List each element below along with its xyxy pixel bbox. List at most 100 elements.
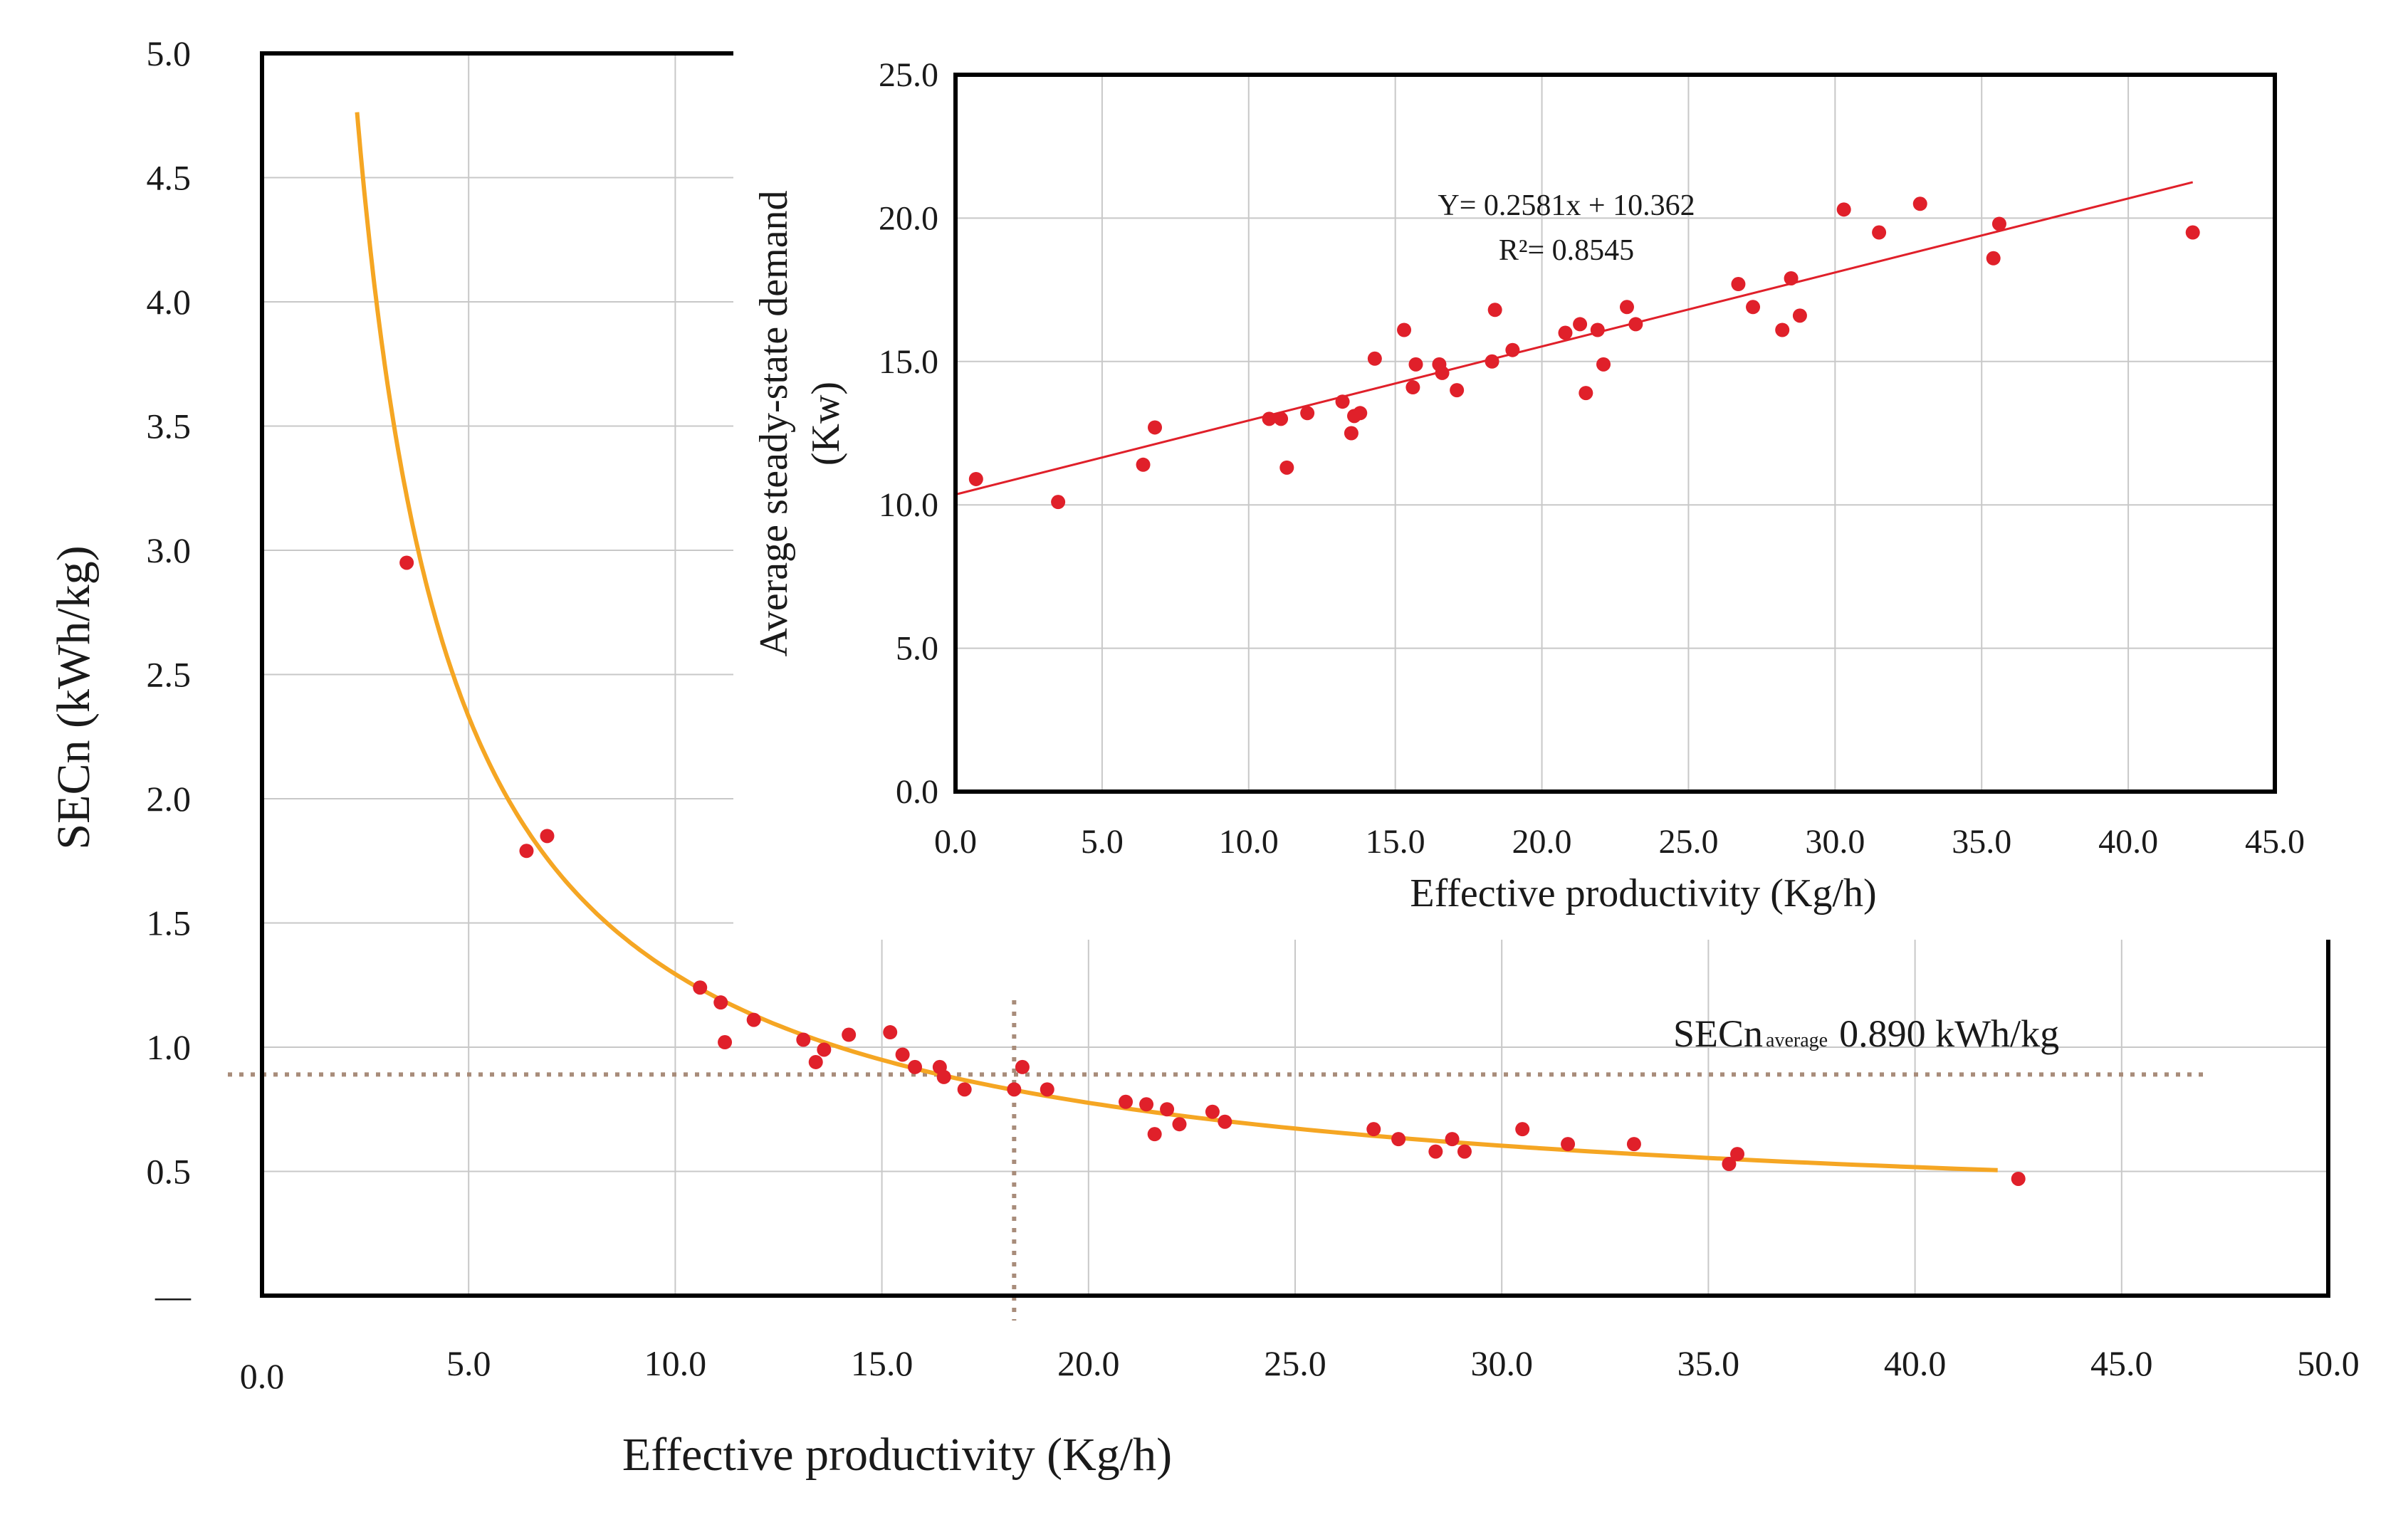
inset-y-tick-label: 5.0	[896, 630, 938, 668]
inset-data-point	[1279, 460, 1294, 475]
main-data-point	[895, 1047, 910, 1062]
inset-data-point	[1505, 342, 1520, 357]
inset-data-point	[1912, 196, 1927, 211]
inset-data-point	[1487, 303, 1502, 318]
inset-data-point	[1746, 300, 1761, 315]
main-data-point	[957, 1082, 972, 1097]
main-data-point	[1015, 1059, 1030, 1074]
inset-y-tick-label: 10.0	[879, 486, 938, 524]
main-data-point	[908, 1059, 923, 1074]
average-label-value: 0.890 kWh/kg	[1839, 1012, 2059, 1055]
main-data-point	[713, 995, 728, 1010]
inset-data-point	[1836, 202, 1851, 217]
inset-data-point	[1051, 495, 1066, 510]
main-data-point	[808, 1054, 823, 1069]
main-x-tick-label: 20.0	[1057, 1343, 1120, 1383]
main-data-point	[1205, 1104, 1220, 1119]
inset-x-ticks: 0.0 5.0 10.0 15.0 20.0 25.0 30.0 35.0 40.0 45.0	[934, 823, 2305, 861]
main-y-axis-title: SECn (kWh/kg)	[48, 545, 100, 849]
main-data-point	[1457, 1144, 1472, 1159]
inset-r-squared: R²= 0.8545	[1499, 234, 1634, 267]
average-label-sub: average	[1766, 1029, 1828, 1051]
main-data-point	[2011, 1171, 2026, 1186]
inset-data-point	[1435, 365, 1450, 380]
main-data-point	[399, 555, 414, 570]
inset-data-point	[1148, 420, 1163, 435]
main-y-tick-label: —	[155, 1276, 192, 1316]
inset-data-point	[1579, 386, 1593, 401]
inset-y-tick-label: 15.0	[879, 343, 938, 381]
main-x-tick-label: 50.0	[2297, 1343, 2360, 1383]
main-data-point	[1626, 1137, 1641, 1152]
inset-data-point	[1731, 277, 1746, 292]
inset-data-point	[1335, 394, 1350, 409]
main-x-tick-label: 30.0	[1470, 1343, 1533, 1383]
inset-data-point	[1262, 411, 1277, 426]
inset-data-point	[1596, 357, 1611, 372]
inset-data-point	[1590, 322, 1605, 337]
main-y-tick-label: 1.5	[147, 903, 192, 943]
inset-data-point	[1408, 357, 1423, 372]
inset-y-tick-label: 25.0	[879, 56, 938, 94]
inset-y-axis-title-line1: Average steady-state demand	[752, 190, 796, 656]
inset-x-tick-label: 15.0	[1366, 823, 1425, 861]
main-reference-lines	[228, 1000, 2207, 1321]
main-y-ticks: — 0.5 1.0 1.5 2.0 2.5 3.0 3.5 4.0 4.5 5.0	[147, 33, 192, 1316]
main-data-point	[1722, 1157, 1737, 1172]
inset-data-point	[1136, 457, 1151, 472]
inset-data-point	[1397, 322, 1412, 337]
main-x-tick-label: 5.0	[446, 1343, 491, 1383]
inset-x-tick-label: 35.0	[1952, 823, 2011, 861]
main-data-point	[842, 1027, 857, 1042]
inset-data-point	[1353, 406, 1368, 421]
main-fit-curve	[355, 112, 1998, 1172]
inset-data-point	[1405, 380, 1420, 395]
inset-data-point	[1991, 216, 2006, 231]
main-data-point	[1139, 1097, 1154, 1112]
inset-data-point	[2185, 225, 2200, 240]
inset-equation: Y= 0.2581x + 10.362	[1438, 189, 1695, 222]
main-y-tick-label: 5.0	[147, 33, 192, 73]
average-label-main: SECn	[1673, 1012, 1763, 1055]
average-label: SECn average 0.890 kWh/kg	[1673, 1012, 2059, 1055]
main-data-point	[796, 1032, 811, 1047]
inset-y-tick-label: 20.0	[879, 199, 938, 237]
main-data-point	[1172, 1117, 1187, 1132]
inset-y-axis-title-line2: (Kw)	[804, 382, 848, 466]
main-y-tick-label: 3.5	[147, 406, 192, 446]
main-data-point	[1366, 1122, 1381, 1137]
main-y-tick-label: 1.0	[147, 1027, 192, 1067]
inset-data-points	[968, 196, 2200, 510]
main-data-point	[718, 1035, 733, 1050]
main-y-tick-label: 3.0	[147, 530, 192, 570]
main-x-tick-label: 10.0	[644, 1343, 707, 1383]
main-data-point	[883, 1025, 898, 1040]
inset-data-point	[1628, 317, 1643, 332]
inset-data-point	[1367, 351, 1382, 366]
inset-x-tick-label: 10.0	[1219, 823, 1279, 861]
main-data-point	[693, 980, 708, 995]
main-x-ticks: 0.0 5.0 10.0 15.0 20.0 25.0 30.0 35.0 40.0 45.0 50…	[240, 1343, 2360, 1396]
inset-grid	[956, 75, 2275, 792]
main-data-point	[746, 1012, 761, 1027]
main-y-tick-label: 2.5	[147, 655, 192, 695]
main-data-point	[540, 829, 555, 844]
inset-data-point	[1573, 317, 1588, 332]
main-y-tick-label: 2.0	[147, 779, 192, 819]
inset-data-point	[1274, 411, 1289, 426]
main-y-tick-label: 4.5	[147, 158, 192, 198]
main-data-point	[817, 1042, 832, 1057]
inset-x-tick-label: 0.0	[934, 823, 977, 861]
main-y-tick-label: 4.0	[147, 282, 192, 322]
inset-trendline	[955, 181, 2194, 496]
inset-data-point	[1872, 225, 1887, 240]
inset-data-point	[1986, 251, 2001, 266]
inset-data-point	[1784, 271, 1799, 285]
main-x-tick-label: 25.0	[1264, 1343, 1326, 1383]
main-x-axis-title: Effective productivity (Kg/h)	[622, 1429, 1172, 1481]
inset-plot-frame	[953, 73, 2277, 794]
main-data-point	[1007, 1082, 1022, 1097]
main-x-tick-label: 45.0	[2090, 1343, 2153, 1383]
main-data-point	[936, 1069, 951, 1084]
